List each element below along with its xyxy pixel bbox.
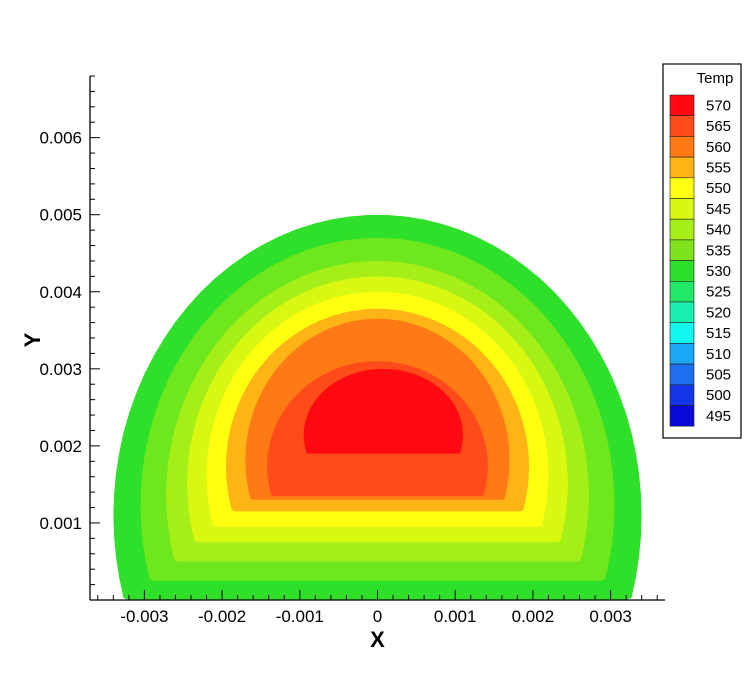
legend-label-545: 545 — [706, 201, 731, 218]
legend-label-520: 520 — [706, 304, 731, 321]
x-tick-label: 0.001 — [434, 607, 477, 626]
legend-swatch-545 — [669, 198, 695, 220]
legend-swatch-505 — [669, 363, 695, 386]
legend-swatch-535 — [669, 239, 695, 261]
legend-swatch-530 — [669, 260, 695, 282]
legend-swatch-515 — [669, 322, 695, 344]
legend-label-500: 500 — [706, 387, 731, 404]
legend-label-495: 495 — [706, 408, 731, 425]
legend-label-560: 560 — [706, 139, 731, 156]
legend-swatch-495 — [669, 405, 695, 427]
legend-label-530: 530 — [706, 263, 731, 280]
legend-swatch-510 — [669, 343, 695, 365]
x-tick-label: 0.003 — [589, 607, 632, 626]
y-tick-label: 0.002 — [39, 437, 82, 456]
legend-swatch-560 — [669, 136, 695, 158]
legend-swatch-570 — [669, 94, 695, 117]
legend-label-540: 540 — [706, 222, 731, 239]
legend-label-510: 510 — [706, 346, 731, 363]
legend-swatch-555 — [669, 156, 695, 179]
y-tick-label: 0.005 — [39, 206, 82, 225]
legend-title: Temp — [697, 70, 734, 87]
legend-label-555: 555 — [706, 159, 731, 176]
legend-label-565: 565 — [706, 118, 731, 135]
legend-swatch-500 — [669, 384, 695, 406]
y-axis-title: Y — [20, 332, 45, 347]
x-tick-label: -0.001 — [276, 607, 324, 626]
legend-label-550: 550 — [706, 180, 731, 197]
y-tick-label: 0.004 — [39, 283, 82, 302]
legend-swatch-565 — [669, 115, 695, 137]
y-tick-label: 0.003 — [39, 360, 82, 379]
legend-label-535: 535 — [706, 242, 731, 259]
legend-label-570: 570 — [706, 97, 731, 114]
legend-swatch-525 — [669, 280, 695, 303]
legend-swatch-540 — [669, 218, 695, 241]
legend-swatch-520 — [669, 301, 695, 324]
contour-band-570 — [303, 368, 463, 454]
x-tick-label: -0.002 — [198, 607, 246, 626]
x-tick-label: 0 — [373, 607, 382, 626]
x-axis-title: X — [370, 627, 385, 652]
legend-label-515: 515 — [706, 325, 731, 342]
x-tick-label: 0.002 — [512, 607, 555, 626]
legend-label-505: 505 — [706, 366, 731, 383]
temperature-field — [113, 214, 642, 600]
y-tick-label: 0.001 — [39, 514, 82, 533]
axes: -0.003 -0.002 -0.001 0 0.001 0.002 0.003 0.001 0… — [39, 75, 665, 626]
legend-label-525: 525 — [706, 284, 731, 301]
temperature-legend: Temp 570 565 560 555 550 545 540 535 530 525 520 51… — [662, 63, 742, 439]
x-tick-label: -0.003 — [120, 607, 168, 626]
y-tick-label: 0.006 — [39, 129, 82, 148]
legend-swatch-550 — [669, 177, 695, 199]
